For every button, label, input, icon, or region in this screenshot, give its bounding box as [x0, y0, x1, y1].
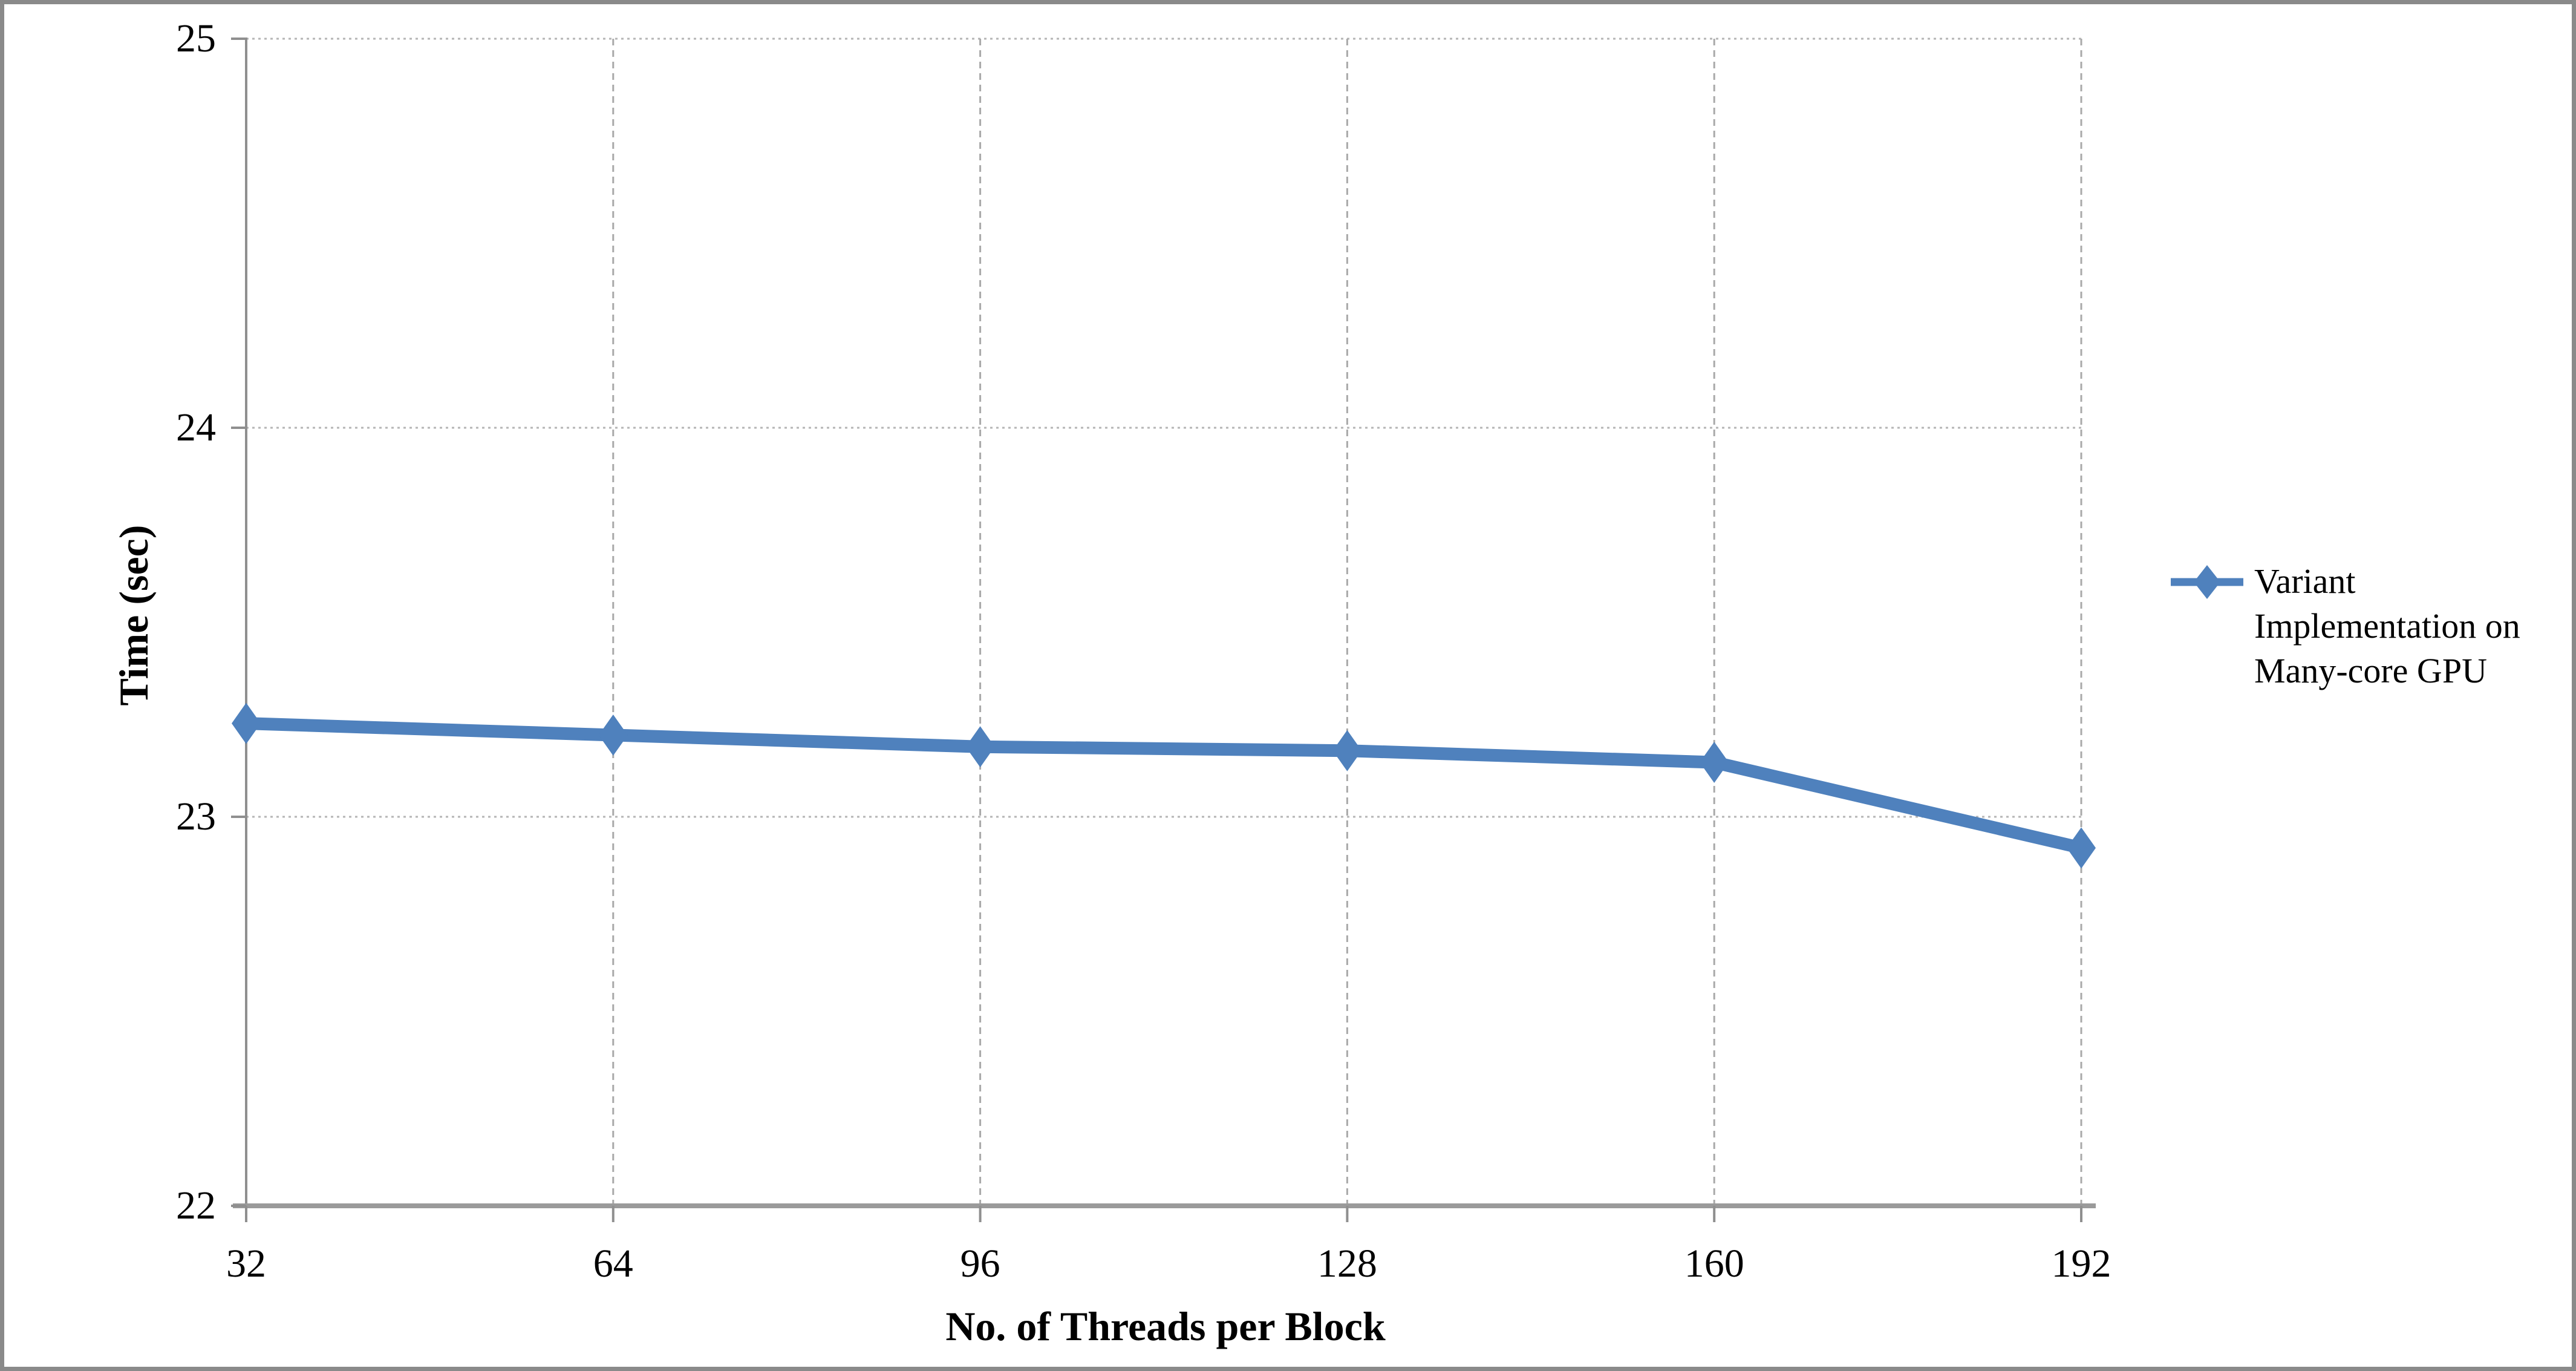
series-marker-diamond [1332, 730, 1362, 771]
series-line [240, 717, 2088, 854]
legend-label-line: Variant [2254, 561, 2356, 601]
plot-area [231, 38, 2096, 1222]
y-tick-label: 22 [176, 1183, 216, 1228]
y-axis-title: Time (sec) [111, 525, 157, 706]
y-tick-label: 23 [176, 794, 216, 839]
legend: Variant Implementation on Many-core GPU [2168, 559, 2520, 693]
series-marker-diamond [1700, 741, 1729, 783]
x-tick-label: 128 [1317, 1242, 1377, 1286]
y-tick-label: 25 [176, 16, 216, 61]
x-tick-label: 192 [2051, 1242, 2111, 1286]
legend-label-line: Implementation on [2254, 606, 2520, 646]
x-tick-label: 64 [593, 1242, 633, 1286]
legend-label-line: Many-core GPU [2254, 651, 2487, 690]
legend-marker-icon [2171, 565, 2243, 599]
series-marker-diamond [232, 702, 261, 744]
x-tick-label: 32 [226, 1242, 266, 1286]
x-axis-title: No. of Threads per Block [945, 1303, 1386, 1349]
series-marker-diamond [598, 714, 628, 756]
legend-label: Variant Implementation on Many-core GPU [2254, 559, 2520, 693]
series-marker-diamond [2067, 827, 2096, 869]
series-marker-diamond [965, 726, 995, 768]
y-tick-label: 24 [176, 405, 216, 450]
x-tick-label: 160 [1684, 1242, 1744, 1286]
x-tick-label: 96 [960, 1242, 1000, 1286]
